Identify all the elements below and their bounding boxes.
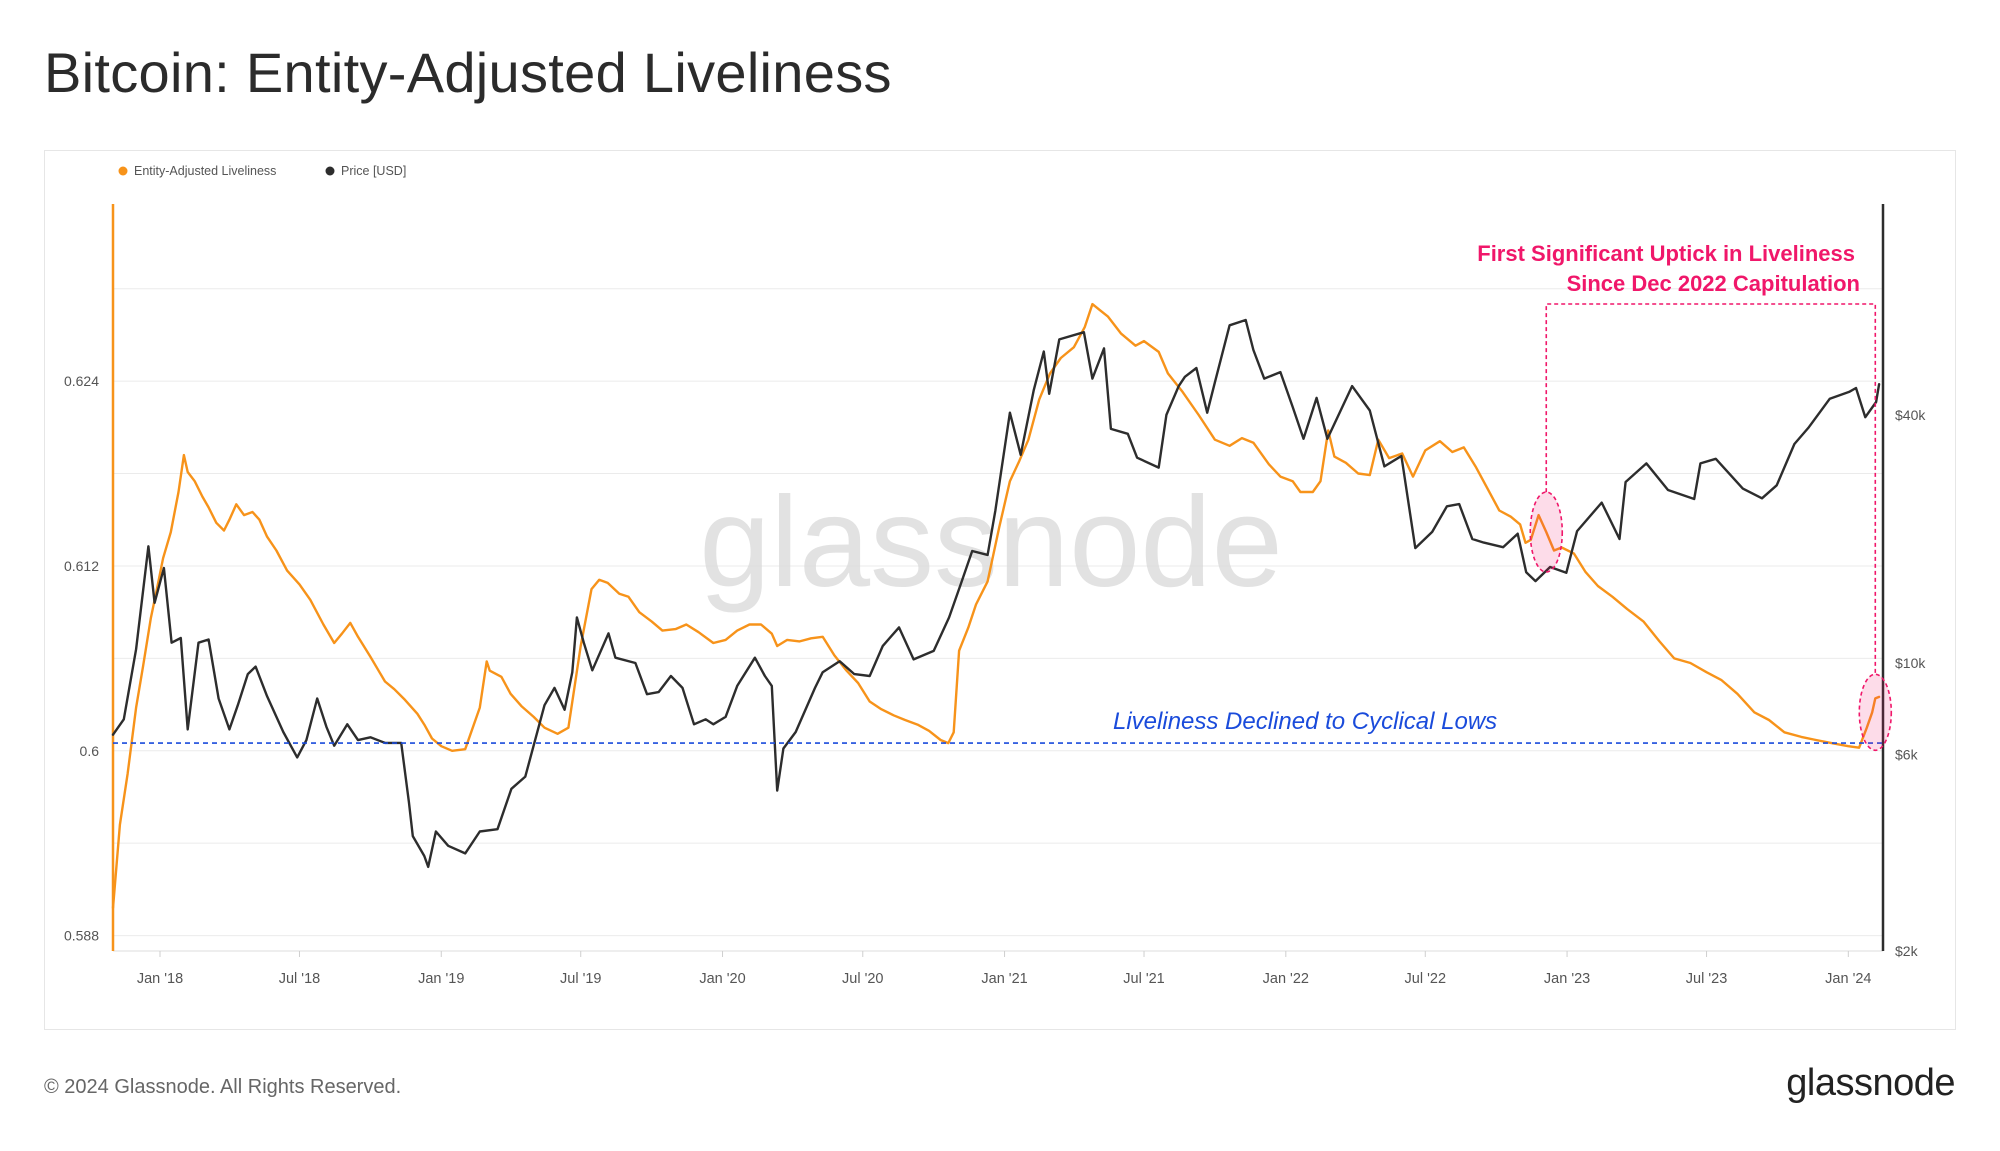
uptick-connector	[1545, 303, 1877, 675]
annotation-uptick-line-1: First Significant Uptick in Liveliness	[1477, 241, 1855, 266]
y-right-tick-label: $6k	[1895, 746, 1919, 762]
legend-swatch-liveliness	[118, 166, 128, 176]
y-left-tick-label: 0.624	[64, 373, 99, 389]
y-axis-left: 0.588 0.612 0.624 0.6	[64, 204, 115, 951]
uptick-highlight-2022	[1529, 491, 1564, 573]
x-tick-label: Jul '20	[842, 971, 883, 987]
price-line	[111, 318, 1881, 869]
x-tick-label: Jul '23	[1686, 971, 1727, 987]
legend-label-price: Price [USD]	[341, 164, 406, 178]
x-tick-label: Jan '23	[1544, 971, 1590, 987]
uptick-highlight-2024	[1858, 673, 1893, 752]
grid	[113, 288, 1883, 952]
chart-svg: Entity-Adjusted Liveliness Price [USD] g…	[64, 164, 1926, 987]
legend[interactable]: Entity-Adjusted Liveliness Price [USD]	[118, 164, 407, 178]
y-right-tick-label: $40k	[1895, 407, 1926, 423]
legend-swatch-price	[325, 166, 335, 176]
y-right-tick-label: $10k	[1895, 655, 1926, 671]
x-tick-label: Jan '20	[699, 971, 745, 987]
x-tick-label: Jan '19	[418, 971, 464, 987]
x-tick-label: Jan '21	[981, 971, 1027, 987]
page-title: Bitcoin: Entity-Adjusted Liveliness	[44, 41, 892, 104]
footer-brand-logo: glassnode	[1786, 1062, 1955, 1104]
legend-label-liveliness: Entity-Adjusted Liveliness	[134, 164, 276, 178]
liveliness-line	[111, 302, 1881, 910]
annotations-layer	[113, 303, 1893, 752]
legend-item-price[interactable]: Price [USD]	[325, 164, 407, 178]
x-tick-label: Jul '18	[279, 971, 320, 987]
x-axis: Jan '18 Jul '18 Jan '19 Jul '19 Jan '20 Jul '…	[137, 951, 1871, 987]
annotation-uptick-line-2: Since Dec 2022 Capitulation	[1567, 271, 1860, 296]
x-tick-label: Jul '22	[1405, 971, 1446, 987]
x-tick-label: Jul '21	[1123, 971, 1164, 987]
x-tick-label: Jan '18	[137, 971, 183, 987]
chart-panel: Entity-Adjusted Liveliness Price [USD] g…	[44, 150, 1956, 1030]
watermark: glassnode	[699, 471, 1283, 614]
series-layer	[111, 302, 1881, 910]
y-left-tick-label: 0.612	[64, 558, 99, 574]
x-tick-label: Jan '22	[1263, 971, 1309, 987]
legend-item-liveliness[interactable]: Entity-Adjusted Liveliness	[118, 164, 277, 178]
y-left-tick-label: 0.6	[80, 743, 100, 759]
footer-copyright: © 2024 Glassnode. All Rights Reserved.	[44, 1076, 402, 1098]
y-right-tick-label: $2k	[1895, 943, 1919, 959]
y-left-tick-label: 0.588	[64, 928, 99, 944]
x-tick-label: Jul '19	[560, 971, 601, 987]
y-axis-right: $2k $6k $10k $40k	[1881, 204, 1926, 959]
annotation-cyclical-lows: Liveliness Declined to Cyclical Lows	[1113, 708, 1497, 735]
x-tick-label: Jan '24	[1825, 971, 1871, 987]
